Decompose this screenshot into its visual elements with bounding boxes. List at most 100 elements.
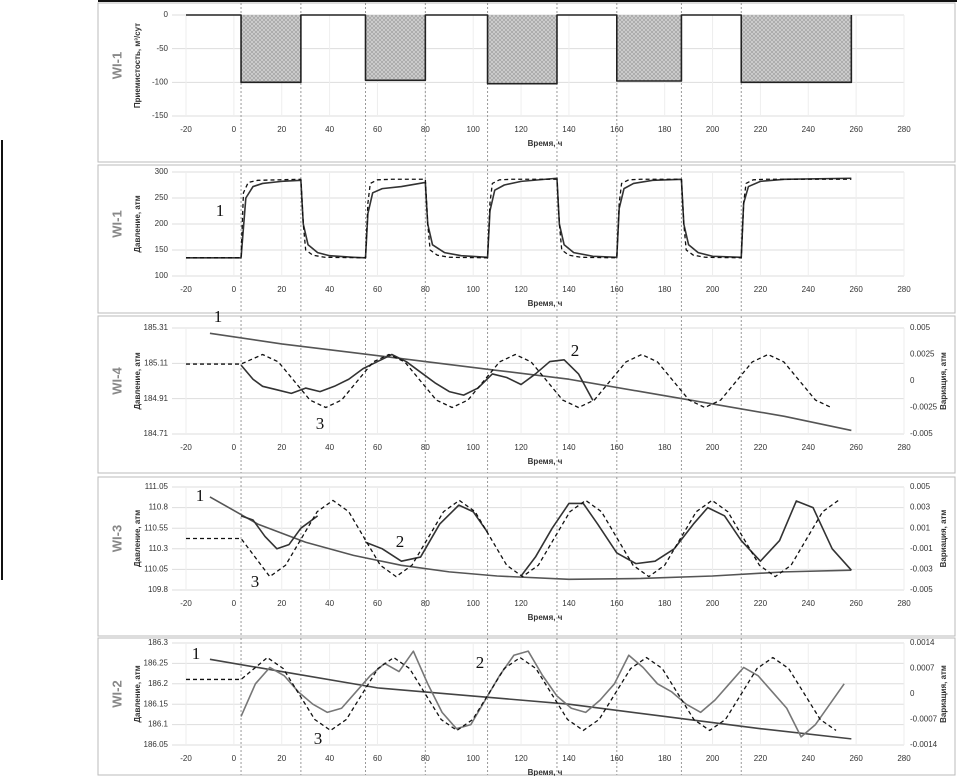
series-line (240, 353, 594, 401)
y-tick-label: 100 (155, 271, 169, 280)
x-tick-label: 180 (658, 443, 672, 452)
area-line (186, 14, 853, 85)
series-label: 2 (476, 653, 485, 672)
x-tick-label: 220 (754, 599, 768, 608)
x-tick-label: 40 (325, 125, 334, 134)
series-label: 2 (396, 532, 405, 551)
x-tick-label: 20 (277, 754, 286, 763)
x-tick-label: 60 (373, 599, 382, 608)
x-tick-label: 20 (277, 599, 286, 608)
x-tick-label: 220 (754, 443, 768, 452)
series-line (209, 658, 852, 740)
x-tick-label: 240 (802, 125, 816, 134)
x-tick-label: 240 (802, 754, 816, 763)
x-tick-label: -20 (180, 125, 192, 134)
x-axis-label: Время, ч (528, 613, 563, 622)
y-tick-label: -50 (156, 44, 168, 53)
x-tick-label: 220 (754, 754, 768, 763)
y-tick-label: 185.11 (144, 358, 168, 367)
y-tick-label: 200 (155, 219, 169, 228)
series-label: 1 (214, 307, 223, 326)
x-tick-label: 100 (467, 125, 481, 134)
x-tick-label: 200 (706, 599, 720, 608)
x-tick-label: 180 (658, 754, 672, 763)
x-tick-label: 280 (897, 285, 911, 294)
y-tick-label: 0 (164, 10, 169, 19)
series-line (186, 178, 852, 259)
y-tick-label: 300 (155, 167, 169, 176)
well-label: WI-4 (109, 367, 124, 395)
panel-frame (97, 476, 956, 637)
y-tick-label: 111.05 (145, 482, 169, 491)
y2-tick-label: 0 (910, 689, 915, 698)
x-tick-label: 60 (373, 754, 382, 763)
x-axis-label: Время, ч (528, 139, 563, 148)
y2-tick-label: 0 (910, 376, 915, 385)
x-tick-label: 220 (754, 285, 768, 294)
x-tick-label: 140 (562, 285, 576, 294)
x-tick-label: 200 (706, 443, 720, 452)
x-tick-label: 180 (658, 125, 672, 134)
y2-axis-label: Вариация, атм (939, 665, 948, 723)
y2-tick-label: -0.0014 (910, 740, 938, 749)
x-tick-label: 160 (610, 443, 624, 452)
x-tick-label: 80 (421, 599, 430, 608)
x-tick-label: 240 (802, 285, 816, 294)
y2-axis-label: Вариация, атм (939, 352, 948, 410)
y2-tick-label: -0.005 (910, 585, 933, 594)
series-label: 1 (192, 644, 201, 663)
well-label: WI-1 (109, 52, 124, 79)
y-tick-label: 186.1 (148, 720, 169, 729)
x-tick-label: 80 (421, 443, 430, 452)
x-tick-label: 0 (232, 599, 237, 608)
x-tick-label: 140 (562, 125, 576, 134)
x-tick-label: 0 (232, 443, 237, 452)
x-tick-label: 120 (514, 285, 528, 294)
y-axis-label: Давление, атм (133, 665, 142, 722)
x-tick-label: 120 (514, 443, 528, 452)
y-tick-label: 110.55 (144, 523, 168, 532)
x-tick-label: 280 (897, 443, 911, 452)
y-tick-label: 110.05 (144, 565, 168, 574)
panel-frame (97, 164, 956, 314)
series-label: 1 (196, 486, 205, 505)
y-tick-label: 186.3 (148, 638, 169, 647)
y2-tick-label: 0.001 (910, 523, 931, 532)
series-line (186, 499, 839, 578)
x-tick-label: 100 (467, 285, 481, 294)
y2-axis-label: Вариация, атм (939, 510, 948, 568)
x-tick-label: 120 (514, 754, 528, 763)
y-tick-label: 110.8 (149, 503, 169, 512)
y2-tick-label: 0.0007 (910, 664, 935, 673)
x-tick-label: 100 (467, 443, 481, 452)
y2-tick-label: 0.0014 (910, 638, 935, 647)
x-tick-label: 120 (514, 125, 528, 134)
x-tick-label: -20 (180, 285, 192, 294)
x-tick-label: 20 (277, 443, 286, 452)
x-tick-label: 280 (897, 125, 911, 134)
series-line (240, 650, 845, 738)
x-tick-label: 240 (802, 443, 816, 452)
x-tick-label: 0 (232, 754, 237, 763)
series-label: 2 (571, 341, 580, 360)
y-tick-label: 186.25 (144, 659, 169, 668)
series-line (186, 353, 832, 409)
x-tick-label: 260 (849, 599, 863, 608)
x-tick-label: 200 (706, 125, 720, 134)
y2-tick-label: -0.003 (910, 565, 933, 574)
x-tick-label: 100 (467, 754, 481, 763)
x-axis-label: Время, ч (528, 457, 563, 466)
x-tick-label: 220 (754, 125, 768, 134)
x-tick-label: 260 (849, 285, 863, 294)
y2-tick-label: 0.0025 (910, 350, 935, 359)
x-tick-label: 20 (277, 125, 286, 134)
y-axis-label: Давление, атм (133, 510, 142, 567)
y-tick-label: 186.2 (148, 679, 169, 688)
well-label: WI-3 (109, 525, 124, 552)
y2-tick-label: 0.005 (910, 323, 931, 332)
x-tick-label: 60 (373, 443, 382, 452)
y-tick-label: 184.71 (144, 429, 169, 438)
y-tick-label: 109.8 (148, 585, 169, 594)
y-tick-label: -150 (152, 111, 169, 120)
